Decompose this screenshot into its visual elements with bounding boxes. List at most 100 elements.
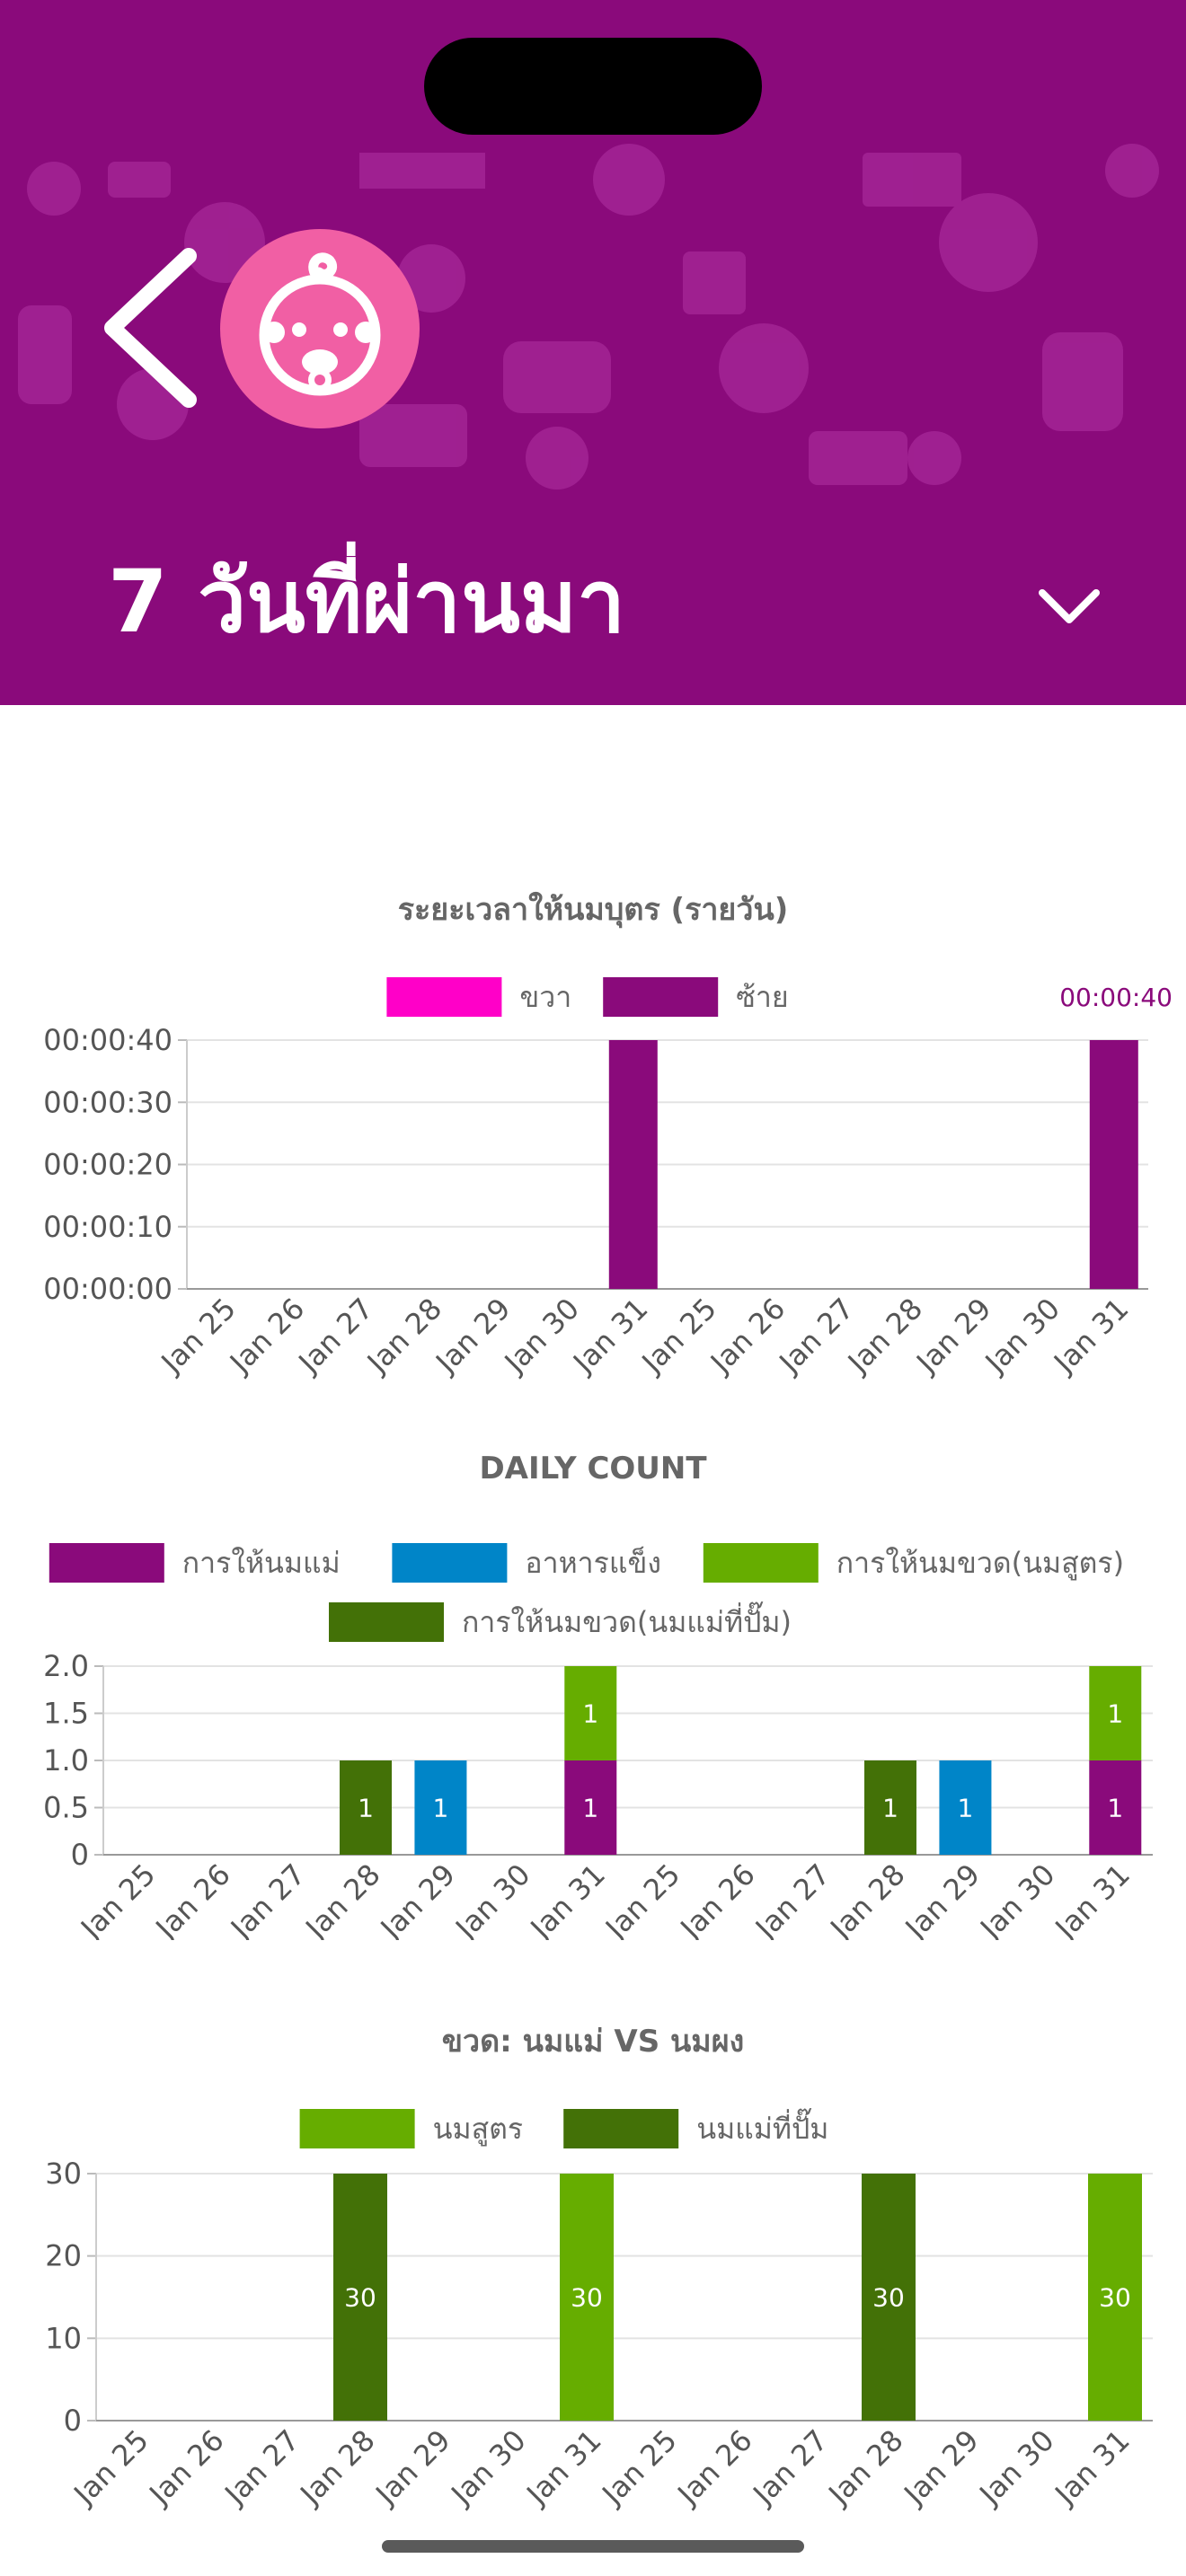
bar-value-label: 1 [433, 1794, 449, 1823]
baby-avatar[interactable] [220, 229, 420, 428]
x-tick-label: Jan 27 [217, 2423, 306, 2512]
x-tick-label: Jan 26 [703, 1292, 792, 1381]
x-tick-label: Jan 29 [897, 2423, 986, 2512]
x-tick-label: Jan 27 [748, 1857, 836, 1940]
bar-1-13 [1089, 1040, 1138, 1289]
x-tick-label: Jan 26 [148, 1857, 237, 1940]
header: 7 วันที่ผ่านมา [0, 0, 1186, 705]
back-arrow-icon[interactable] [94, 243, 211, 413]
x-tick-label: Jan 27 [291, 1292, 380, 1381]
legend-label-1: นมแม่ที่ปั๊ม [696, 2108, 828, 2146]
bar-value-label: 1 [882, 1794, 898, 1823]
y-tick-label: 0.5 [43, 1791, 89, 1825]
y-tick-label: 00:00:10 [43, 1210, 173, 1244]
legend-swatch-0 [386, 977, 502, 1017]
x-tick-label: Jan 25 [595, 2423, 684, 2512]
x-tick-label: Jan 28 [298, 1857, 387, 1940]
x-tick-label: Jan 29 [908, 1292, 997, 1381]
bar-0-13 [1089, 1760, 1142, 1855]
legend-swatch-1 [603, 977, 719, 1017]
x-tick-label: Jan 30 [972, 1857, 1061, 1940]
x-tick-label: Jan 30 [447, 1857, 536, 1940]
x-tick-label: Jan 28 [823, 1857, 912, 1940]
bar-value-label: 30 [1099, 2283, 1131, 2313]
bar-0-13 [1088, 2174, 1142, 2421]
bar-value-label: 1 [582, 1794, 598, 1823]
x-tick-label: Jan 31 [1048, 2423, 1137, 2512]
x-tick-label: Jan 25 [634, 1292, 723, 1381]
legend-swatch-3 [329, 1602, 444, 1642]
max-value-annotation: 00:00:40 [1059, 983, 1173, 1012]
x-tick-label: Jan 31 [523, 1857, 612, 1940]
x-tick-label: Jan 29 [898, 1857, 987, 1940]
legend-label-0: นมสูตร [433, 2112, 523, 2147]
bar-1-3 [333, 2174, 387, 2421]
duration-chart-title: ระยะเวลาให้นมบุตร (รายวัน) [397, 892, 789, 928]
legend-label-3: การให้นมขวด(นมแม่ที่ปั๊ม) [462, 1601, 792, 1639]
x-tick-label: Jan 27 [746, 2423, 835, 2512]
y-tick-label: 0 [71, 1838, 89, 1872]
y-tick-label: 00:00:30 [43, 1085, 173, 1119]
duration-chart: ขวา ซ้าย 00:00:00 00:00:10 00:00:20 00:00:30 0… [43, 977, 1173, 1381]
bar-value-label: 30 [872, 2283, 905, 2313]
bar-0-6 [564, 1760, 617, 1855]
bar-value-label: 30 [571, 2283, 603, 2313]
x-tick-label: Jan 26 [142, 2423, 231, 2512]
bar-2-13 [1089, 1666, 1142, 1760]
bar-value-label: 1 [1107, 1794, 1123, 1823]
y-tick-label: 1.5 [43, 1697, 89, 1731]
legend-label-0: การให้นมแม่ [182, 1546, 341, 1580]
x-tick-label: Jan 30 [444, 2423, 533, 2512]
bar-1-4 [414, 1760, 467, 1855]
y-tick-label: 10 [45, 2321, 82, 2355]
legend-label-1: ซ้าย [736, 980, 788, 1014]
bar-1-10 [862, 2174, 916, 2421]
legend-label-0: ขวา [519, 980, 571, 1014]
baby-face-icon [259, 252, 381, 396]
bar-3-10 [864, 1760, 916, 1855]
x-tick-label: Jan 28 [821, 2423, 910, 2512]
x-tick-label: Jan 31 [519, 2423, 608, 2512]
legend-label-2: การให้นมขวด(นมสูตร) [836, 1546, 1124, 1581]
x-tick-label: Jan 26 [670, 2423, 759, 2512]
x-tick-label: Jan 26 [222, 1292, 311, 1381]
bar-3-3 [340, 1760, 392, 1855]
x-tick-label: Jan 30 [972, 2423, 1061, 2512]
legend-swatch-2 [703, 1543, 819, 1583]
y-tick-label: 00:00:20 [43, 1148, 173, 1182]
x-tick-label: Jan 25 [597, 1857, 686, 1940]
x-tick-label: Jan 28 [293, 2423, 382, 2512]
bar-value-label: 1 [582, 1699, 598, 1729]
x-tick-label: Jan 28 [840, 1292, 929, 1381]
y-tick-label: 20 [45, 2239, 82, 2273]
home-indicator [382, 2540, 804, 2553]
y-tick-label: 00:00:40 [43, 1023, 173, 1057]
bar-value-label: 1 [358, 1794, 374, 1823]
daily-count-chart-title: DAILY COUNT [479, 1451, 707, 1486]
bar-value-label: 1 [1107, 1699, 1123, 1729]
chevron-down-icon[interactable] [1024, 575, 1114, 638]
bar-1-6 [608, 1040, 658, 1289]
x-tick-label: Jan 26 [673, 1857, 762, 1940]
legend-label-1: อาหารแข็ง [525, 1546, 661, 1580]
x-tick-label: Jan 29 [368, 2423, 457, 2512]
x-tick-label: Jan 31 [1046, 1292, 1135, 1381]
x-tick-label: Jan 30 [497, 1292, 586, 1381]
legend-swatch-0 [299, 2109, 415, 2148]
daily-count-chart: การให้นมแม่ อาหารแข็ง การให้นมขวด(นมสูตร) ก… [43, 1543, 1153, 1940]
x-tick-label: Jan 30 [978, 1292, 1067, 1381]
x-tick-label: Jan 28 [359, 1292, 448, 1381]
y-tick-label: 1.0 [43, 1743, 89, 1778]
x-tick-label: Jan 29 [373, 1857, 462, 1940]
x-tick-label: Jan 27 [772, 1292, 861, 1381]
bar-1-11 [939, 1760, 992, 1855]
legend-swatch-0 [49, 1543, 164, 1583]
y-tick-label: 0 [64, 2404, 82, 2438]
dynamic-island [424, 38, 762, 135]
bottle-chart-title: ขวด: นมแม่ VS นมผง [441, 2024, 745, 2060]
legend-swatch-1 [392, 1543, 508, 1583]
x-tick-label: Jan 31 [1048, 1857, 1137, 1940]
x-tick-label: Jan 31 [565, 1292, 654, 1381]
y-tick-label: 30 [45, 2157, 82, 2191]
x-tick-label: Jan 29 [428, 1292, 517, 1381]
